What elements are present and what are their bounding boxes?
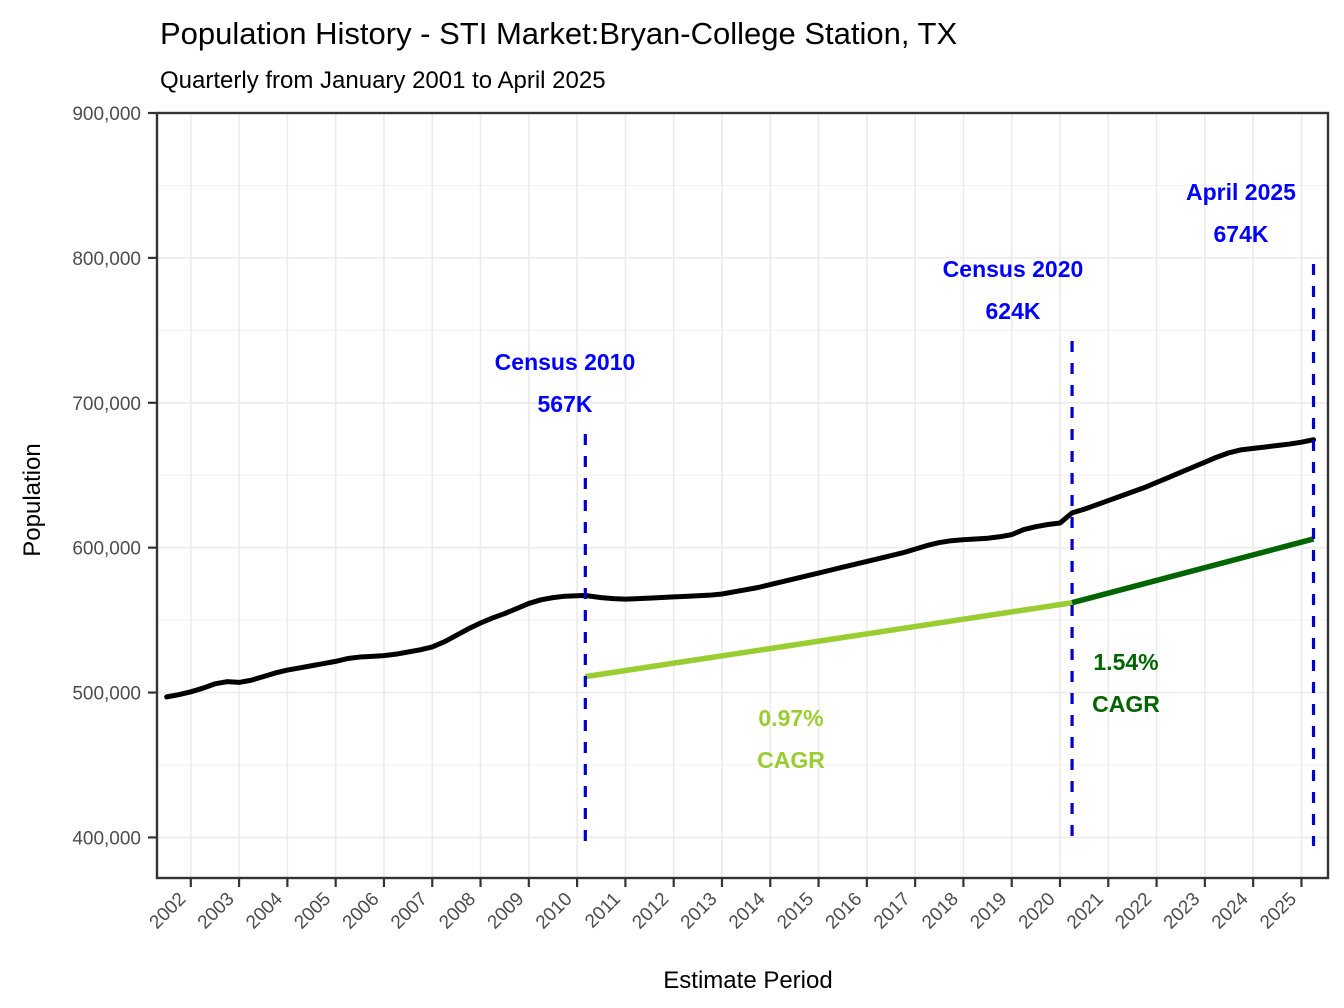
vertical-gridlines — [190, 113, 1303, 878]
y-tick-label: 500,000 — [72, 684, 141, 705]
annotation-value-census-2010: 567K — [538, 391, 593, 417]
annotations-group: Census 2010 567K Census 2020 624K April 2025… — [495, 179, 1296, 417]
y-tick-label: 900,000 — [72, 104, 141, 125]
plot-panel-border — [155, 111, 1330, 880]
series-line-0 — [164, 437, 1317, 700]
series-line-2 — [1071, 536, 1315, 606]
cagr-labels-group: 0.97% CAGR 1.54% CAGR — [757, 649, 1160, 773]
minor-gridlines — [157, 184, 1328, 766]
series-line-1 — [584, 600, 1073, 680]
chart-title: Population History - STI Market:Bryan-Co… — [160, 16, 957, 51]
y-axis-ticks: 400,000 500,000 600,000 700,000 800,000 900,0… — [72, 104, 157, 849]
cagr-caption-cagr-2020-2025: CAGR — [1092, 691, 1160, 717]
cagr-caption-cagr-2010-2020: CAGR — [757, 747, 825, 773]
annotation-value-april-2025: 674K — [1214, 221, 1269, 247]
annotation-label-census-2020: Census 2020 — [943, 256, 1084, 282]
y-tick-label: 800,000 — [72, 249, 141, 270]
y-tick-label: 400,000 — [72, 828, 141, 849]
y-tick-label: 700,000 — [72, 394, 141, 415]
chart-subtitle: Quarterly from January 2001 to April 202… — [160, 67, 606, 94]
reference-lines-group — [583, 264, 1316, 846]
annotation-label-census-2010: Census 2010 — [495, 349, 636, 375]
x-axis-title: Estimate Period — [663, 967, 832, 994]
annotation-value-census-2020: 624K — [986, 298, 1041, 324]
annotation-label-april-2025: April 2025 — [1186, 179, 1296, 205]
cagr-rate-cagr-2010-2020: 0.97% — [758, 705, 823, 731]
data-series-group — [164, 437, 1317, 700]
y-axis-title: Population — [19, 443, 46, 556]
cagr-rate-cagr-2020-2025: 1.54% — [1093, 649, 1158, 675]
y-tick-label: 600,000 — [72, 539, 141, 560]
